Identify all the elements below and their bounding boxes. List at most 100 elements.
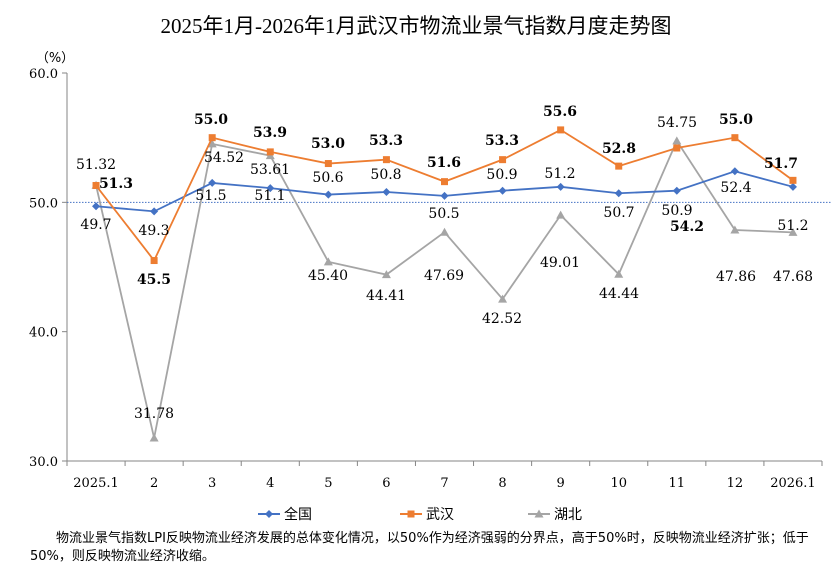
data-point-marker (324, 190, 333, 199)
data-label-湖北: 53.61 (250, 162, 290, 178)
x-tick-label: 8 (498, 476, 506, 491)
data-label-全国: 51.1 (254, 188, 285, 204)
x-tick-label: 10 (610, 476, 627, 491)
legend-marker (407, 510, 415, 518)
data-label-武汉: 53.9 (253, 125, 287, 141)
y-axis-unit: （%） (36, 51, 74, 66)
data-label-武汉: 52.8 (602, 141, 636, 157)
x-tick-label: 9 (557, 476, 565, 491)
data-label-湖北: 47.86 (716, 269, 756, 285)
y-tick-label: 30.0 (29, 455, 58, 470)
data-label-全国: 50.9 (661, 203, 692, 219)
data-point-marker (788, 182, 797, 191)
data-label-湖北: 54.52 (204, 150, 244, 166)
data-point-marker (730, 225, 740, 234)
data-point-marker (324, 160, 332, 168)
data-label-全国: 49.7 (80, 217, 111, 233)
data-point-marker (381, 270, 391, 279)
data-point-marker (498, 186, 507, 195)
x-tick-label: 4 (266, 476, 274, 491)
data-point-marker (208, 134, 216, 142)
data-point-marker (672, 186, 681, 195)
data-label-湖北: 54.75 (657, 115, 697, 131)
data-point-marker (440, 191, 449, 200)
data-label-全国: 50.9 (486, 167, 517, 183)
data-label-湖北: 49.01 (540, 255, 580, 271)
data-point-marker (730, 167, 739, 176)
data-label-湖北: 42.52 (482, 311, 522, 327)
data-label-武汉: 51.3 (99, 176, 133, 192)
data-point-marker (614, 269, 624, 278)
legend-label-湖北: 湖北 (554, 507, 582, 523)
data-point-marker (207, 139, 217, 148)
data-point-marker (150, 207, 159, 216)
data-point-marker (614, 189, 623, 198)
footnote: 物流业景气指数LPI反映物流业经济发展的总体变化情况，以50%作为经济强弱的分界… (30, 531, 809, 564)
x-tick-label: 2026.1 (770, 476, 816, 491)
data-label-全国: 50.6 (312, 170, 343, 186)
data-point-marker (731, 134, 739, 142)
data-point-marker (266, 184, 275, 193)
data-point-marker (382, 156, 390, 164)
data-point-marker (615, 162, 623, 170)
x-tick-label: 11 (669, 476, 686, 491)
data-label-湖北: 45.40 (308, 268, 348, 284)
x-tick-label: 5 (324, 476, 332, 491)
data-label-湖北: 47.69 (424, 268, 464, 284)
x-tick-label: 12 (727, 476, 744, 491)
data-label-武汉: 54.2 (670, 219, 704, 235)
data-label-武汉: 45.5 (137, 272, 171, 288)
data-label-全国: 51.2 (777, 218, 808, 234)
data-point-marker (557, 126, 565, 134)
data-label-武汉: 51.7 (764, 156, 798, 172)
data-label-湖北: 47.68 (773, 269, 813, 285)
x-tick-label: 2025.1 (73, 476, 119, 491)
y-tick-label: 50.0 (29, 196, 58, 211)
data-label-武汉: 55.6 (543, 104, 577, 120)
data-point-marker (788, 227, 798, 236)
data-label-全国: 50.5 (428, 206, 459, 222)
legend-marker (265, 510, 273, 518)
data-label-全国: 50.8 (370, 167, 401, 183)
x-tick-label: 3 (208, 476, 216, 491)
data-point-marker (92, 202, 101, 211)
data-point-marker (440, 227, 449, 236)
data-point-marker (499, 156, 507, 164)
x-tick-label: 6 (382, 476, 390, 491)
data-label-湖北: 51.32 (76, 157, 116, 173)
data-point-marker (498, 294, 508, 303)
line-chart: （%） 30.0 40.0 50.0 60.0 2025.1 2 3 4 5 6 7 8 9 10 11 12 2… (29, 51, 832, 523)
data-label-全国: 51.5 (195, 188, 226, 204)
data-label-武汉: 55.0 (719, 112, 753, 128)
data-label-武汉: 55.0 (194, 112, 228, 128)
data-label-武汉: 53.3 (369, 133, 403, 149)
data-label-湖北: 44.44 (599, 286, 639, 302)
data-label-湖北: 31.78 (134, 406, 174, 422)
data-point-marker (382, 187, 391, 196)
data-label-武汉: 51.6 (427, 155, 461, 171)
data-point-marker (672, 136, 682, 145)
x-tick-label: 2 (150, 476, 158, 491)
legend-label-全国: 全国 (284, 506, 312, 523)
legend-label-武汉: 武汉 (426, 507, 454, 523)
data-label-全国: 49.3 (138, 223, 169, 239)
data-point-marker (266, 148, 274, 156)
chart-title: 2025年1月-2026年1月武汉市物流业景气指数月度走势图 (160, 14, 672, 38)
data-point-marker (789, 176, 797, 184)
series-line-湖北 (95, 139, 793, 439)
data-point-marker (208, 178, 217, 187)
data-point-marker (673, 144, 681, 152)
y-tick-label: 40.0 (29, 326, 58, 341)
data-point-marker (441, 178, 448, 186)
data-label-湖北: 44.41 (366, 288, 406, 304)
data-point-marker (149, 433, 159, 442)
data-label-武汉: 53.3 (485, 133, 519, 149)
y-tick-label: 60.0 (29, 67, 58, 82)
data-point-marker (92, 182, 100, 190)
data-label-全国: 50.7 (603, 205, 634, 221)
legend-marker (534, 509, 544, 518)
data-point-marker (150, 257, 158, 265)
data-label-全国: 52.4 (720, 180, 751, 196)
data-label-全国: 51.2 (544, 166, 575, 182)
data-label-武汉: 53.0 (311, 136, 345, 152)
